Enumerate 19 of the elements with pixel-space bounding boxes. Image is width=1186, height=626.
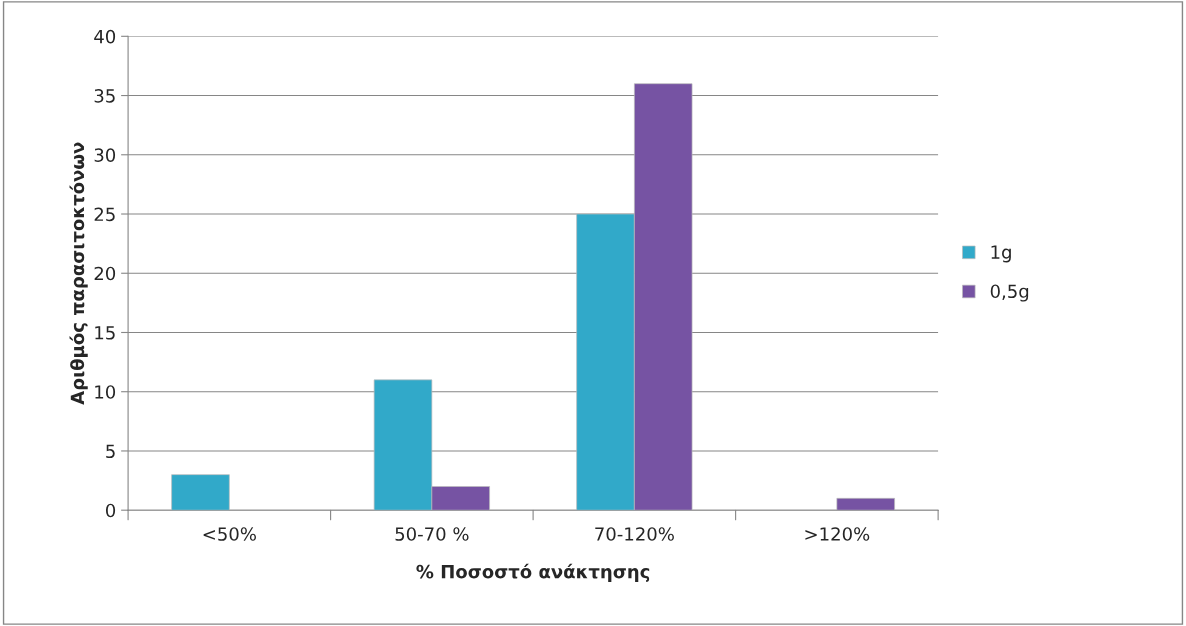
legend-label: 1g (991, 245, 1011, 263)
y-tick-label: 15 (95, 326, 115, 340)
x-tick-label: <50% (203, 527, 256, 541)
y-tick-label: 10 (95, 385, 116, 399)
y-tick-label: 40 (94, 29, 116, 44)
y-tick-label: 5 (106, 444, 115, 459)
y-tick-label: 0 (105, 503, 116, 518)
y-axis-title: Αριθμός παρασιτοκτόνων (69, 142, 88, 405)
y-tick-label: 35 (94, 89, 115, 103)
x-tick-label: >120% (805, 527, 870, 541)
y-tick-label: 30 (94, 148, 116, 162)
bar (171, 474, 230, 511)
y-tick-label: 25 (94, 207, 115, 222)
x-tick-label: 70-120% (595, 527, 674, 541)
x-axis-title: % Ποσοστό ανάκτησης (416, 563, 650, 582)
legend-label: 0,5g (990, 284, 1029, 302)
x-tick-label: 50-70 % (395, 527, 469, 541)
y-tick-label: 20 (94, 266, 116, 281)
bar (836, 497, 895, 511)
